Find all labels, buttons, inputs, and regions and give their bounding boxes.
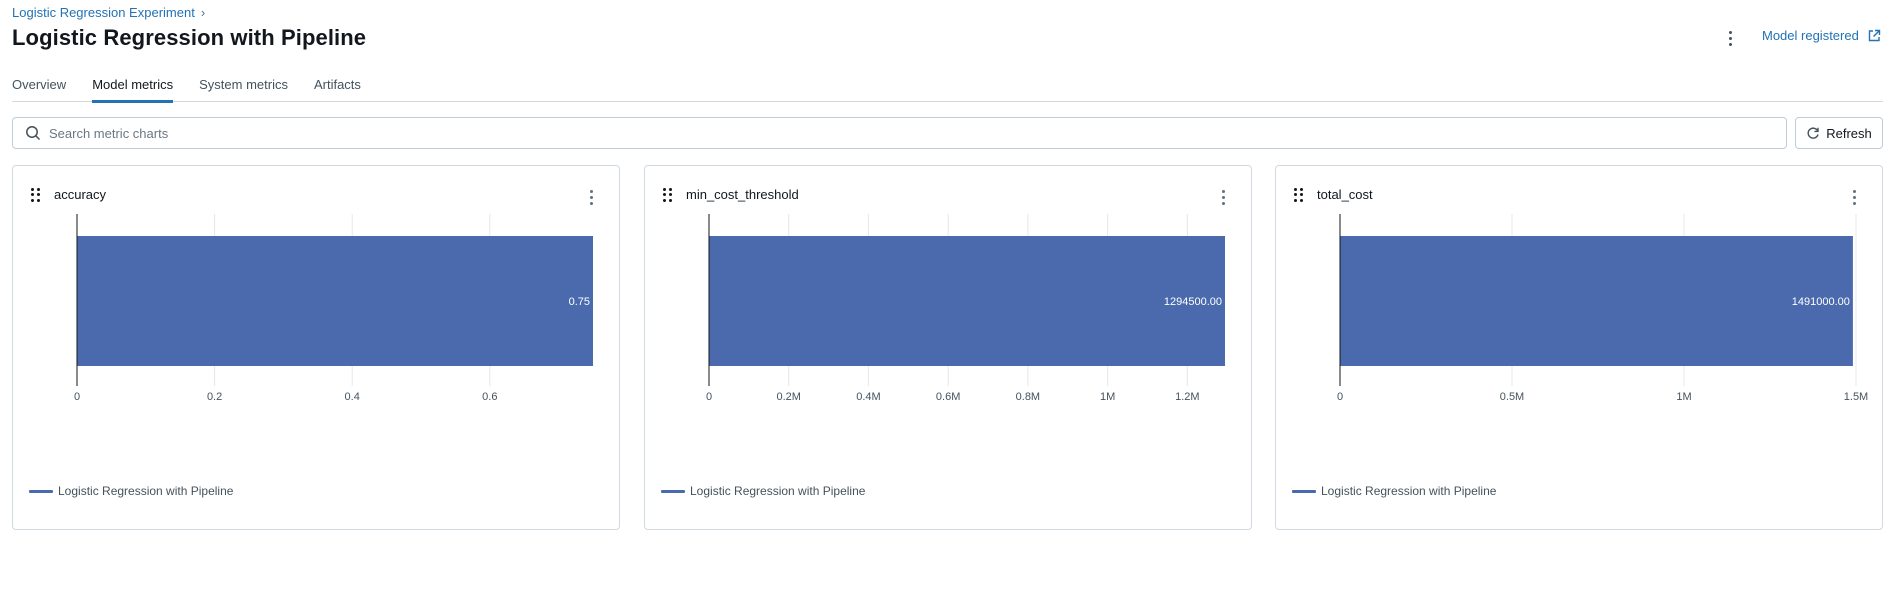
- chart-options-button[interactable]: [1848, 188, 1860, 206]
- search-icon: [26, 126, 41, 141]
- chart-options-button[interactable]: [585, 188, 597, 206]
- tab-system-metrics[interactable]: System metrics: [199, 77, 288, 92]
- tab-overview[interactable]: Overview: [12, 77, 67, 92]
- search-box: [12, 117, 1787, 149]
- kebab-dot: [1221, 195, 1225, 199]
- metric-chart-card: 1294500.00 0 0.2M 0.4M 0.6M 0.8M 1M 1.2M min_co…: [644, 165, 1252, 530]
- kebab-dot: [1852, 201, 1856, 205]
- tab-artifacts[interactable]: Artifacts: [313, 77, 361, 92]
- bar[interactable]: [77, 236, 593, 366]
- metric-bar-chart: 0.75 0 0.2 0.4 0.6: [74, 214, 593, 403]
- chart-title: accuracy: [54, 187, 107, 202]
- x-tick-label: 0.2M: [776, 391, 800, 403]
- kebab-dot: [1852, 195, 1856, 199]
- chart-legend: Logistic Regression with Pipeline: [1292, 484, 1496, 498]
- kebab-dot: [1728, 42, 1732, 46]
- kebab-dot: [589, 201, 593, 205]
- chart-title: min_cost_threshold: [686, 187, 799, 202]
- metric-chart-card: 1491000.00 0 0.5M 1M 1.5M total_cost Logisti…: [1275, 165, 1883, 530]
- bar-data-label: 1294500.00: [1164, 296, 1222, 308]
- x-tick-label: 1.2M: [1175, 391, 1199, 403]
- chart-legend: Logistic Regression with Pipeline: [29, 484, 233, 498]
- x-tick-label: 0: [74, 391, 80, 403]
- x-tick-label: 0.2: [207, 391, 222, 403]
- metric-bar-chart: 1491000.00 0 0.5M 1M 1.5M: [1337, 214, 1868, 403]
- kebab-dot: [1728, 30, 1732, 34]
- kebab-dot: [589, 195, 593, 199]
- x-tick-label: 0.8M: [1016, 391, 1040, 403]
- x-tick-label: 0: [1337, 391, 1343, 403]
- kebab-dot: [589, 189, 593, 193]
- kebab-dot: [1852, 189, 1856, 193]
- bar[interactable]: [1340, 236, 1853, 366]
- legend-swatch: [661, 489, 685, 493]
- external-link-icon: [1868, 29, 1881, 41]
- x-tick-label: 1M: [1676, 391, 1691, 403]
- x-tick-label: 1.5M: [1844, 391, 1868, 403]
- legend-label: Logistic Regression with Pipeline: [58, 484, 234, 498]
- x-tick-label: 0.4M: [856, 391, 880, 403]
- drag-handle-icon[interactable]: [31, 187, 41, 202]
- refresh-button[interactable]: Refresh: [1795, 117, 1883, 149]
- legend-label: Logistic Regression with Pipeline: [1321, 484, 1497, 498]
- refresh-label: Refresh: [1826, 125, 1872, 141]
- legend-swatch: [29, 489, 53, 493]
- refresh-icon: [1807, 127, 1819, 139]
- kebab-dot: [1728, 36, 1732, 40]
- tab-model-metrics[interactable]: Model metrics: [92, 77, 173, 103]
- breadcrumb: Logistic Regression Experiment ›: [12, 4, 205, 20]
- kebab-dot: [1221, 189, 1225, 193]
- drag-handle-icon[interactable]: [1294, 187, 1304, 202]
- x-tick-label: 0.5M: [1500, 391, 1524, 403]
- bar-data-label: 0.75: [569, 296, 590, 308]
- chart-legend: Logistic Regression with Pipeline: [661, 484, 865, 498]
- breadcrumb-experiment-link[interactable]: Logistic Regression Experiment: [12, 4, 195, 20]
- x-tick-label: 1M: [1100, 391, 1115, 403]
- search-input[interactable]: [49, 125, 1786, 141]
- legend-label: Logistic Regression with Pipeline: [690, 484, 866, 498]
- metric-bar-chart: 1294500.00 0 0.2M 0.4M 0.6M 0.8M 1M 1.2M: [706, 214, 1225, 403]
- metric-chart-card: 0.75 0 0.2 0.4 0.6 accuracy Logistic Regress…: [12, 165, 620, 530]
- more-options-button[interactable]: [1720, 26, 1740, 50]
- drag-handle-icon[interactable]: [663, 187, 673, 202]
- legend-swatch: [1292, 489, 1316, 493]
- model-registered-label: Model registered: [1762, 28, 1859, 43]
- bar[interactable]: [709, 236, 1225, 366]
- bar-data-label: 1491000.00: [1792, 296, 1850, 308]
- x-tick-label: 0.6: [482, 391, 497, 403]
- chart-options-button[interactable]: [1217, 188, 1229, 206]
- kebab-dot: [1221, 201, 1225, 205]
- tab-bar: Overview Model metrics System metrics Ar…: [12, 77, 1883, 103]
- breadcrumb-separator-icon: ›: [200, 4, 206, 20]
- model-registered-link[interactable]: Model registered: [1762, 28, 1881, 43]
- x-tick-label: 0: [706, 391, 712, 403]
- x-tick-label: 0.4: [345, 391, 360, 403]
- chart-title: total_cost: [1317, 187, 1373, 202]
- page-title: Logistic Regression with Pipeline: [12, 25, 367, 50]
- x-tick-label: 0.6M: [936, 391, 960, 403]
